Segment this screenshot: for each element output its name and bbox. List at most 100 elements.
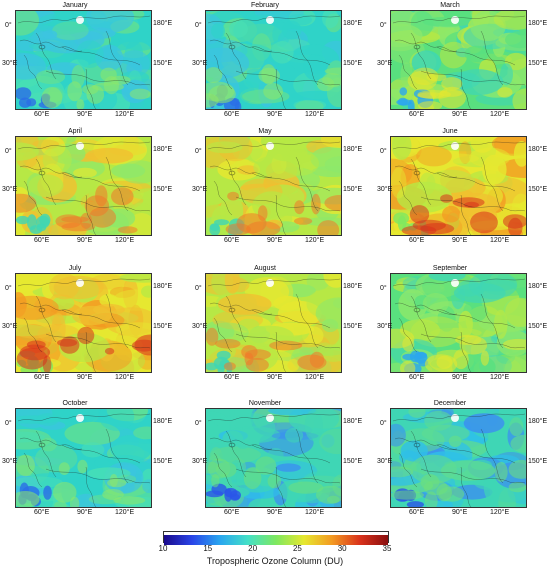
axis-label: 90°E	[267, 509, 283, 516]
axis-label: 120°E	[490, 111, 510, 118]
axis-label: 0°	[380, 148, 387, 155]
axis-label: 120°E	[305, 509, 325, 516]
axis-label: 60°E	[34, 509, 50, 516]
colorbar-tick: 15	[203, 544, 213, 553]
axis-label: 60°E	[34, 111, 50, 118]
colorbar-tick: 10	[158, 544, 168, 553]
ozone-map	[390, 10, 527, 110]
axis-label: 150°E	[343, 60, 363, 67]
axis-label: 0°	[195, 420, 202, 427]
axis-label: 60°E	[34, 374, 50, 381]
panel-title: June	[442, 128, 458, 135]
axis-label: 60°E	[409, 374, 425, 381]
axis-label: 180°E	[528, 146, 548, 153]
ozone-map	[205, 136, 342, 236]
axis-label: 120°E	[490, 237, 510, 244]
axis-label: 120°E	[490, 509, 510, 516]
axis-label: 0°	[195, 148, 202, 155]
axis-label: 180°E	[528, 20, 548, 27]
panel-title: December	[433, 400, 467, 407]
axis-label: 90°E	[452, 111, 468, 118]
map-panel-february: February 0° 30°E 180°E 150°E 60°E 90°E 120°E	[190, 2, 370, 127]
axis-label: 180°E	[343, 418, 363, 425]
colorbar	[163, 531, 389, 545]
axis-label: 30°E	[377, 186, 393, 193]
panel-title: October	[62, 400, 88, 407]
axis-label: 60°E	[224, 509, 240, 516]
axis-label: 180°E	[153, 283, 173, 290]
ozone-map	[390, 408, 527, 508]
axis-label: 180°E	[153, 418, 173, 425]
axis-label: 180°E	[343, 283, 363, 290]
ozone-map	[15, 136, 152, 236]
axis-label: 0°	[380, 22, 387, 29]
axis-label: 150°E	[153, 458, 173, 465]
axis-label: 0°	[5, 22, 12, 29]
axis-label: 0°	[5, 148, 12, 155]
axis-label: 30°E	[2, 186, 18, 193]
axis-label: 30°E	[377, 458, 393, 465]
ozone-map	[15, 273, 152, 373]
map-panel-october: October 0° 30°E 180°E 150°E 60°E 90°E 120°E	[0, 400, 180, 525]
panel-title: January	[62, 2, 88, 9]
axis-label: 150°E	[528, 60, 548, 67]
axis-label: 90°E	[452, 237, 468, 244]
axis-label: 180°E	[528, 418, 548, 425]
axis-label: 90°E	[77, 374, 93, 381]
ozone-map	[205, 273, 342, 373]
axis-label: 60°E	[224, 111, 240, 118]
axis-label: 60°E	[224, 374, 240, 381]
panel-title: November	[248, 400, 282, 407]
axis-label: 0°	[195, 22, 202, 29]
axis-label: 0°	[5, 420, 12, 427]
axis-label: 30°E	[2, 60, 18, 67]
map-panel-april: April 0° 30°E 180°E 150°E 60°E 90°E 120°E	[0, 128, 180, 253]
axis-label: 150°E	[343, 323, 363, 330]
axis-label: 150°E	[153, 60, 173, 67]
axis-label: 150°E	[343, 186, 363, 193]
axis-label: 60°E	[224, 237, 240, 244]
axis-label: 0°	[380, 285, 387, 292]
axis-label: 150°E	[528, 458, 548, 465]
map-panel-may: May 0° 30°E 180°E 150°E 60°E 90°E 120°E	[190, 128, 370, 253]
axis-label: 0°	[380, 420, 387, 427]
axis-label: 120°E	[305, 374, 325, 381]
colorbar-tick: 30	[337, 544, 347, 553]
axis-label: 180°E	[528, 283, 548, 290]
axis-label: 120°E	[115, 374, 135, 381]
map-panel-august: August 0° 30°E 180°E 150°E 60°E 90°E 120°E	[190, 265, 370, 390]
panel-title: July	[68, 265, 82, 272]
axis-label: 150°E	[528, 186, 548, 193]
axis-label: 30°E	[192, 323, 208, 330]
axis-label: 60°E	[409, 237, 425, 244]
axis-label: 90°E	[77, 111, 93, 118]
axis-label: 90°E	[77, 509, 93, 516]
axis-label: 180°E	[343, 20, 363, 27]
map-panel-january: January 0° 30°E 180°E 150°E 60°E 90°E 120°E	[0, 2, 180, 127]
axis-label: 90°E	[77, 237, 93, 244]
ozone-map	[205, 10, 342, 110]
ozone-map	[390, 136, 527, 236]
panel-title: April	[67, 128, 82, 135]
axis-label: 90°E	[267, 374, 283, 381]
axis-label: 90°E	[452, 509, 468, 516]
colorbar-tick: 25	[292, 544, 302, 553]
axis-label: 90°E	[452, 374, 468, 381]
axis-label: 0°	[5, 285, 12, 292]
axis-label: 30°E	[377, 323, 393, 330]
panel-title: May	[258, 128, 272, 135]
axis-label: 180°E	[153, 146, 173, 153]
axis-label: 30°E	[2, 323, 18, 330]
axis-label: 60°E	[409, 509, 425, 516]
axis-label: 150°E	[528, 323, 548, 330]
axis-label: 60°E	[34, 237, 50, 244]
map-panel-november: November 0° 30°E 180°E 150°E 60°E 90°E 120°E	[190, 400, 370, 525]
axis-label: 0°	[195, 285, 202, 292]
axis-label: 30°E	[192, 186, 208, 193]
axis-label: 120°E	[115, 111, 135, 118]
axis-label: 180°E	[153, 20, 173, 27]
axis-label: 150°E	[343, 458, 363, 465]
axis-label: 30°E	[192, 458, 208, 465]
colorbar-title: Tropospheric Ozone Column (DU)	[206, 556, 344, 566]
ozone-map	[15, 10, 152, 110]
